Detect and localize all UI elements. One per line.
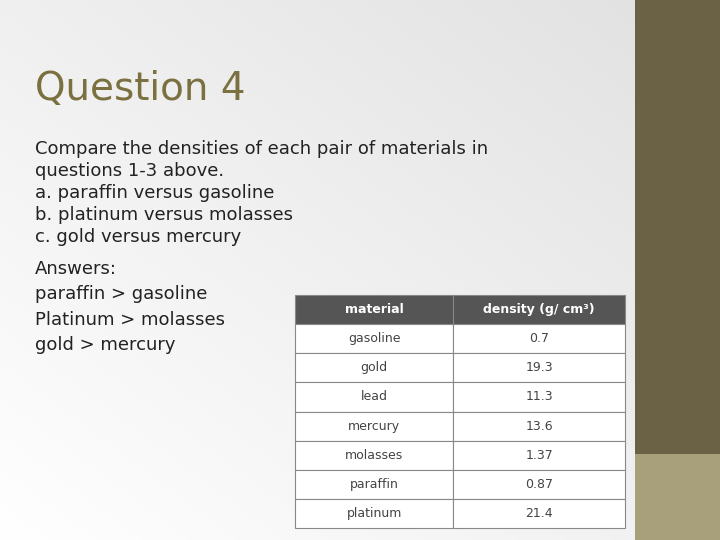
Bar: [454, 499, 625, 528]
Bar: [454, 470, 625, 499]
Text: 11.3: 11.3: [526, 390, 553, 403]
Text: density (g/ cm³): density (g/ cm³): [483, 303, 595, 316]
Text: questions 1-3 above.: questions 1-3 above.: [35, 162, 224, 180]
Text: molasses: molasses: [345, 449, 403, 462]
Text: 13.6: 13.6: [526, 420, 553, 433]
Text: Question 4: Question 4: [35, 70, 246, 108]
Text: lead: lead: [361, 390, 387, 403]
Text: material: material: [345, 303, 404, 316]
Text: 19.3: 19.3: [526, 361, 553, 374]
Bar: [295, 295, 454, 324]
Text: mercury: mercury: [348, 420, 400, 433]
Text: 0.87: 0.87: [525, 478, 553, 491]
Bar: [454, 441, 625, 470]
Bar: [295, 499, 454, 528]
Bar: [454, 411, 625, 441]
Text: paraffin: paraffin: [350, 478, 399, 491]
Text: Platinum > molasses: Platinum > molasses: [35, 310, 225, 329]
Text: c. gold versus mercury: c. gold versus mercury: [35, 228, 241, 246]
Bar: [295, 470, 454, 499]
Text: gold > mercury: gold > mercury: [35, 336, 176, 354]
Bar: [635, 0, 720, 540]
Text: b. platinum versus molasses: b. platinum versus molasses: [35, 206, 293, 224]
Text: a. paraffin versus gasoline: a. paraffin versus gasoline: [35, 184, 274, 202]
Text: 1.37: 1.37: [526, 449, 553, 462]
Bar: [454, 382, 625, 411]
Bar: [454, 324, 625, 353]
Bar: [454, 353, 625, 382]
Bar: [635, 454, 720, 540]
Text: gasoline: gasoline: [348, 332, 400, 345]
Text: platinum: platinum: [346, 507, 402, 520]
Text: Compare the densities of each pair of materials in: Compare the densities of each pair of ma…: [35, 140, 488, 158]
Text: gold: gold: [361, 361, 388, 374]
Bar: [295, 382, 454, 411]
Bar: [454, 295, 625, 324]
Text: paraffin > gasoline: paraffin > gasoline: [35, 285, 207, 303]
Text: 21.4: 21.4: [526, 507, 553, 520]
Bar: [295, 353, 454, 382]
Bar: [295, 441, 454, 470]
Bar: [295, 411, 454, 441]
Bar: [295, 324, 454, 353]
Text: Answers:: Answers:: [35, 260, 117, 278]
Text: 0.7: 0.7: [529, 332, 549, 345]
